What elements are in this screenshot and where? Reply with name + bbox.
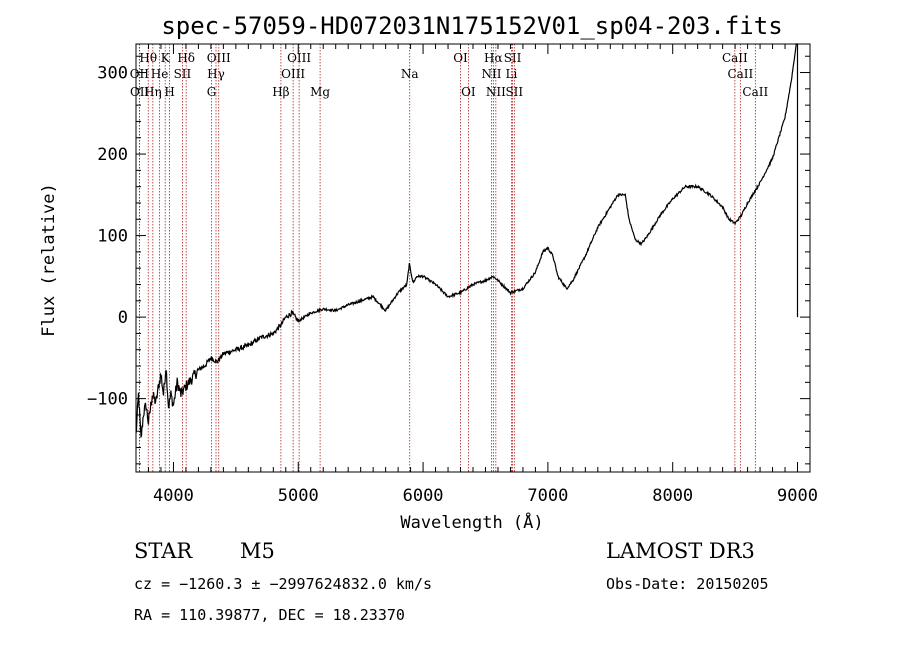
obs-date-text: Obs-Date: 20150205 (606, 575, 769, 593)
spectral-line-label: OII (130, 85, 150, 99)
spectral-line-label: OI (461, 85, 476, 99)
spectral-line-markers (138, 44, 756, 472)
object-class: STAR (134, 539, 193, 563)
spectral-line-label: K (161, 51, 171, 65)
spectral-line-label: SII (174, 67, 192, 81)
spectral-line-label: OIII (281, 67, 305, 81)
x-axis-label: Wavelength (Å) (400, 511, 543, 533)
x-tick-label: 6000 (403, 486, 444, 506)
spectral-line-label: CaII (727, 67, 753, 81)
spectral-line-label: OII (130, 67, 150, 81)
spectral-line-label: Na (401, 67, 419, 81)
spectral-line-label: Hα (484, 51, 503, 65)
x-tick-label: 9000 (777, 486, 818, 506)
x-tick-label: 5000 (278, 486, 319, 506)
y-tick-label: 300 (97, 64, 128, 84)
spectral-line-label: NII (481, 67, 501, 81)
x-tick-label: 8000 (652, 486, 693, 506)
y-tick-label: 0 (118, 308, 128, 328)
spectral-line-label: SII (504, 51, 522, 65)
y-tick-label: −100 (87, 390, 128, 410)
redshift-text: cz = −1260.3 ± −2997624832.0 km/s (134, 575, 432, 593)
y-tick-label: 100 (97, 227, 128, 247)
y-axis-label: Flux (relative) (39, 183, 59, 337)
spectrum-line (135, 43, 799, 439)
spectral-line-label: CaII (722, 51, 748, 65)
chart-title: spec-57059-HD072031N175152V01_sp04-203.f… (161, 12, 782, 40)
spectral-line-label: Hθ (139, 51, 157, 65)
y-tick-label: 200 (97, 145, 128, 165)
spectral-line-label: OIII (207, 51, 231, 65)
y-axis-ticks: −100 0 100 200 300 (87, 55, 810, 465)
spectral-line-label: OI (453, 51, 468, 65)
spectral-line-label: G (207, 85, 217, 99)
plot-frame (135, 43, 811, 473)
survey-name: LAMOST DR3 (606, 539, 755, 563)
spectral-line-label: OIII (287, 51, 311, 65)
spectral-line-label: He (151, 67, 169, 81)
coordinates-text: RA = 110.39877, DEC = 18.23370 (134, 606, 405, 624)
spectral-line-label: SII (505, 85, 523, 99)
spectral-line-label: Hη (144, 85, 162, 99)
x-tick-label: 4000 (153, 486, 194, 506)
object-subclass: M5 (240, 539, 275, 563)
spectral-line-label: Hδ (177, 51, 195, 65)
spectral-line-label: Li (506, 67, 518, 81)
x-tick-label: 7000 (527, 486, 568, 506)
spectral-line-label: Mg (310, 85, 330, 99)
spectral-line-label: Hβ (272, 85, 289, 99)
spectral-line-label: H (164, 85, 174, 99)
x-axis-ticks: 4000 5000 6000 7000 8000 9000 (147, 44, 818, 506)
spectral-line-label: NII (486, 85, 506, 99)
spectral-line-label: CaII (742, 85, 768, 99)
spectral-line-label: Hγ (207, 67, 225, 81)
